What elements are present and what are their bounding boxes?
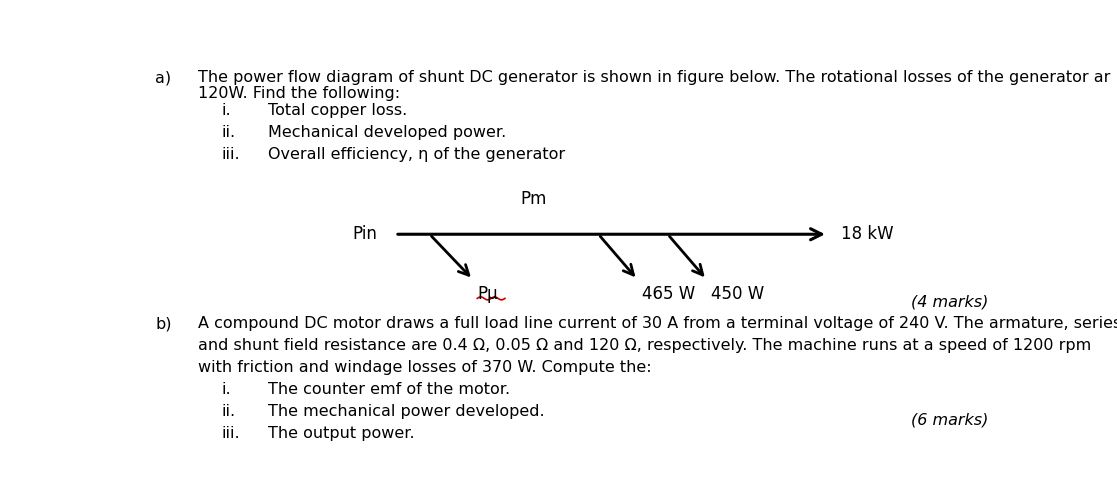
Text: b): b) bbox=[155, 316, 172, 331]
Text: and shunt field resistance are 0.4 Ω, 0.05 Ω and 120 Ω, respectively. The machin: and shunt field resistance are 0.4 Ω, 0.… bbox=[199, 338, 1091, 353]
Text: Overall efficiency, η of the generator: Overall efficiency, η of the generator bbox=[268, 147, 565, 162]
Text: 18 kW: 18 kW bbox=[841, 225, 894, 243]
Text: a): a) bbox=[155, 70, 171, 85]
Text: (4 marks): (4 marks) bbox=[910, 294, 989, 310]
Text: i.: i. bbox=[222, 103, 231, 118]
Text: The output power.: The output power. bbox=[268, 425, 414, 441]
Text: iii.: iii. bbox=[222, 147, 240, 162]
Text: (6 marks): (6 marks) bbox=[910, 413, 989, 428]
Text: i.: i. bbox=[222, 382, 231, 397]
Text: iii.: iii. bbox=[222, 425, 240, 441]
Text: ii.: ii. bbox=[222, 404, 236, 418]
Text: The counter emf of the motor.: The counter emf of the motor. bbox=[268, 382, 509, 397]
Text: Pm: Pm bbox=[521, 190, 546, 208]
Text: 450 W: 450 W bbox=[712, 285, 764, 303]
Text: Pμ: Pμ bbox=[477, 285, 498, 303]
Text: with friction and windage losses of 370 W. Compute the:: with friction and windage losses of 370 … bbox=[199, 360, 652, 375]
Text: The mechanical power developed.: The mechanical power developed. bbox=[268, 404, 544, 418]
Text: 465 W: 465 W bbox=[641, 285, 695, 303]
Text: Pin: Pin bbox=[353, 225, 378, 243]
Text: Mechanical developed power.: Mechanical developed power. bbox=[268, 125, 506, 140]
Text: ii.: ii. bbox=[222, 125, 236, 140]
Text: A compound DC motor draws a full load line current of 30 A from a terminal volta: A compound DC motor draws a full load li… bbox=[199, 316, 1117, 331]
Text: The power flow diagram of shunt DC generator is shown in figure below. The rotat: The power flow diagram of shunt DC gener… bbox=[199, 70, 1111, 85]
Text: 120W. Find the following:: 120W. Find the following: bbox=[199, 86, 401, 101]
Text: Total copper loss.: Total copper loss. bbox=[268, 103, 407, 118]
